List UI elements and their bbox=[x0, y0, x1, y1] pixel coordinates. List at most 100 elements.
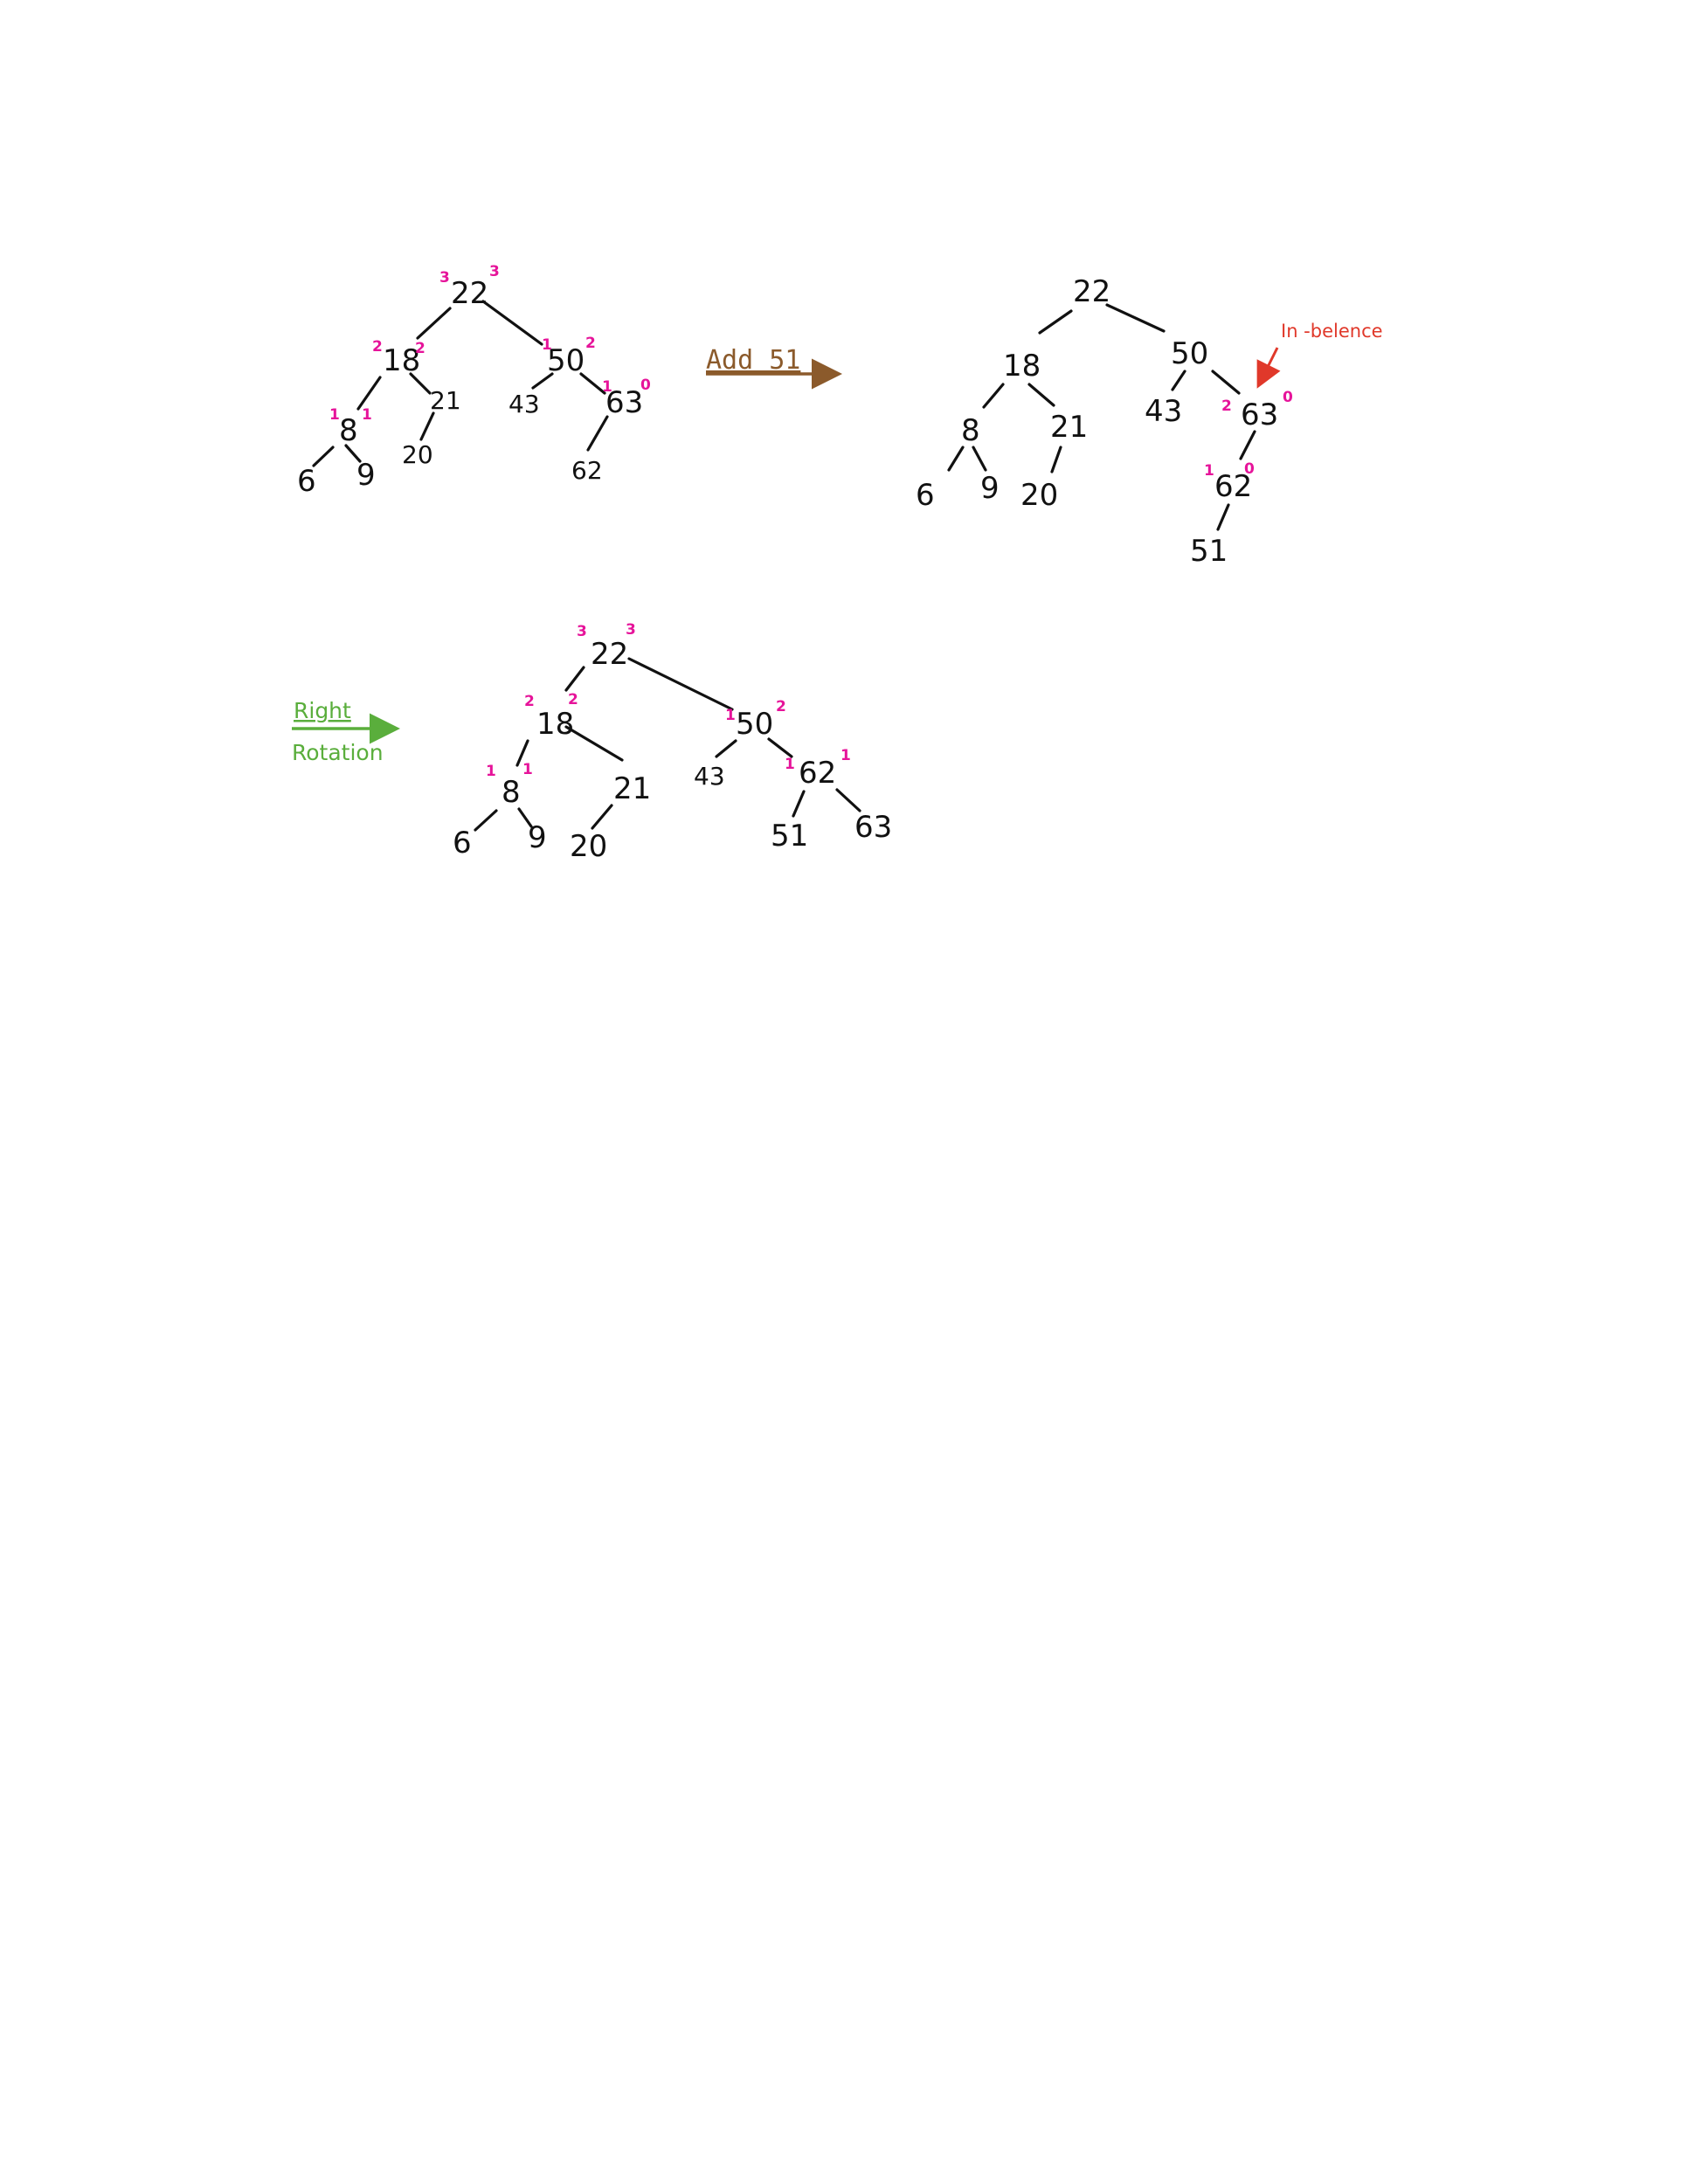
edge2-50-43 bbox=[1171, 370, 1186, 391]
node2-8: 8 bbox=[961, 413, 980, 448]
node3-8: 8 bbox=[502, 775, 521, 810]
node-43: 43 bbox=[508, 390, 540, 418]
height3-22-right: 3 bbox=[626, 621, 636, 639]
edge2-50-63 bbox=[1211, 370, 1241, 395]
edge3-8-6 bbox=[474, 809, 498, 832]
edge-8-9 bbox=[344, 444, 362, 463]
height-8-right: 1 bbox=[362, 406, 372, 424]
height3-18-left: 2 bbox=[524, 693, 535, 710]
height-22-left: 3 bbox=[439, 269, 450, 287]
node2-51: 51 bbox=[1190, 534, 1228, 569]
node3-62: 62 bbox=[799, 756, 836, 791]
tree-after-insert: 22 18 50 8 21 43 63 6 9 20 62 51 2 0 1 0… bbox=[916, 274, 1383, 569]
node2-20: 20 bbox=[1020, 478, 1058, 513]
height3-62-right: 1 bbox=[841, 747, 851, 764]
node2-22: 22 bbox=[1073, 274, 1110, 309]
step-rotation-arrow: Right Rotation bbox=[292, 698, 400, 765]
node2-18: 18 bbox=[1003, 349, 1041, 384]
edge-22-18 bbox=[416, 307, 452, 340]
node-6: 6 bbox=[297, 464, 316, 499]
height3-8-right: 1 bbox=[522, 761, 533, 778]
edge2-8-9 bbox=[972, 446, 987, 472]
height-18-right: 2 bbox=[415, 340, 425, 357]
edge3-50-62 bbox=[767, 737, 793, 758]
height-22-right: 3 bbox=[489, 263, 500, 280]
height2-63-left: 2 bbox=[1221, 397, 1232, 415]
height-63-left: 1 bbox=[602, 378, 612, 396]
edge3-18-21 bbox=[564, 725, 624, 762]
tree-after-rotation: 22 18 50 8 21 43 62 6 9 20 51 63 3 3 2 2… bbox=[453, 621, 892, 864]
height2-63-right: 0 bbox=[1283, 389, 1293, 406]
height-50-right: 2 bbox=[585, 335, 596, 352]
node-21: 21 bbox=[430, 386, 461, 415]
node2-6: 6 bbox=[916, 478, 935, 513]
step-rotation-label-line2: Rotation bbox=[292, 740, 384, 765]
edge3-62-51 bbox=[792, 790, 806, 818]
node-8: 8 bbox=[339, 413, 358, 448]
tree-before-insert: 22 18 50 8 21 43 63 6 9 20 62 3 3 2 2 1 … bbox=[297, 263, 651, 499]
height3-8-left: 1 bbox=[486, 763, 496, 780]
node-20: 20 bbox=[402, 440, 433, 469]
height2-62-left: 1 bbox=[1204, 462, 1214, 480]
node3-9: 9 bbox=[528, 820, 547, 855]
node2-63: 63 bbox=[1241, 397, 1278, 432]
node2-62: 62 bbox=[1214, 469, 1252, 504]
node-50: 50 bbox=[547, 343, 585, 378]
edge3-21-20 bbox=[591, 804, 613, 830]
edge3-22-50 bbox=[627, 657, 734, 711]
edge3-22-18 bbox=[564, 666, 585, 692]
edge2-22-18 bbox=[1038, 309, 1073, 335]
node-62: 62 bbox=[571, 456, 603, 485]
edge-50-63 bbox=[579, 372, 606, 395]
node3-6: 6 bbox=[453, 826, 472, 860]
height3-22-left: 3 bbox=[577, 623, 587, 640]
node2-43: 43 bbox=[1145, 394, 1182, 429]
node3-21: 21 bbox=[613, 771, 651, 806]
height3-50-left: 1 bbox=[725, 707, 736, 724]
edge2-22-50 bbox=[1105, 303, 1166, 333]
node-9: 9 bbox=[356, 458, 376, 493]
node2-9: 9 bbox=[980, 471, 1000, 506]
edge3-8-9 bbox=[517, 807, 533, 828]
edge2-18-21 bbox=[1027, 383, 1055, 407]
height-18-left: 2 bbox=[372, 338, 383, 356]
edge2-63-62 bbox=[1239, 430, 1256, 460]
height3-18-right: 2 bbox=[568, 691, 578, 708]
edge-18-8 bbox=[356, 376, 382, 411]
node3-51: 51 bbox=[771, 819, 808, 854]
height-50-left: 1 bbox=[542, 336, 552, 354]
node2-50: 50 bbox=[1171, 336, 1208, 371]
edge-21-20 bbox=[419, 411, 435, 441]
edge-50-43 bbox=[531, 372, 554, 390]
edge-18-21 bbox=[409, 372, 432, 395]
node3-50: 50 bbox=[736, 707, 773, 742]
node-22: 22 bbox=[451, 276, 488, 311]
node-18: 18 bbox=[383, 343, 420, 378]
edge2-21-20 bbox=[1050, 446, 1062, 473]
height-8-left: 1 bbox=[329, 406, 340, 424]
edge2-62-51 bbox=[1216, 503, 1230, 531]
edge3-50-43 bbox=[715, 739, 737, 758]
node2-21: 21 bbox=[1050, 410, 1088, 445]
edge-8-6 bbox=[312, 446, 335, 467]
step-rotation-label-line1: Right bbox=[294, 698, 351, 723]
step-add-arrow: Add 51 bbox=[706, 345, 842, 390]
step-add-label: Add 51 bbox=[706, 345, 800, 376]
node3-22: 22 bbox=[591, 637, 628, 672]
edge3-62-63 bbox=[835, 788, 861, 812]
edge3-18-8 bbox=[515, 739, 529, 767]
node3-20: 20 bbox=[570, 829, 607, 864]
edge2-18-8 bbox=[982, 383, 1005, 409]
edge-63-62 bbox=[586, 415, 609, 452]
edge2-8-6 bbox=[947, 446, 965, 472]
height3-62-left: 1 bbox=[785, 756, 795, 773]
imbalance-pointer bbox=[1256, 347, 1281, 389]
height3-50-right: 2 bbox=[776, 698, 786, 715]
imbalance-note: In -belence bbox=[1281, 321, 1383, 342]
height2-62-right: 0 bbox=[1244, 460, 1255, 478]
edge-22-50 bbox=[481, 300, 543, 346]
height-63-right: 0 bbox=[640, 377, 651, 394]
node3-18: 18 bbox=[536, 707, 574, 742]
node3-43: 43 bbox=[694, 762, 725, 791]
